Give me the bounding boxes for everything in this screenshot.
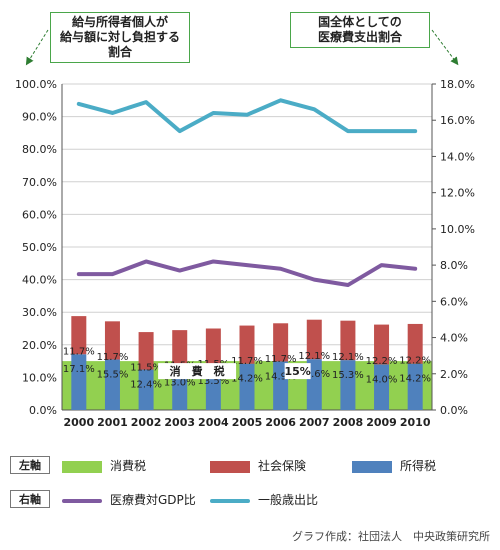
data-label-income-tax: 14.9% bbox=[265, 371, 297, 382]
consumption-tax-value-box bbox=[284, 363, 311, 380]
y-right-tick-label: 4.0% bbox=[440, 332, 468, 345]
right-axis-note: 国全体としての 医療費支出割合 bbox=[290, 12, 430, 48]
data-label-income-tax: 17.1% bbox=[63, 364, 95, 375]
chart-credit: グラフ作成：社団法人 中央政策研究所 bbox=[292, 530, 490, 543]
bar-income-tax bbox=[407, 363, 423, 410]
left-axis-note: 給与所得者個人が 給与額に対し負担する割合 bbox=[50, 12, 190, 63]
data-label-income-tax: 13.0% bbox=[164, 378, 196, 389]
data-label-income-tax: 13.5% bbox=[197, 376, 229, 387]
y-right-tick-label: 18.0% bbox=[440, 78, 475, 91]
data-label-income-tax: 14.0% bbox=[366, 374, 398, 385]
y-left-tick-label: 40.0% bbox=[22, 274, 57, 287]
y-left-tick-label: 100.0% bbox=[15, 78, 57, 91]
legend-label-social-insurance: 社会保険 bbox=[258, 459, 307, 473]
y-left-tick-label: 20.0% bbox=[22, 339, 57, 352]
x-tick-label: 2005 bbox=[232, 416, 263, 429]
bar-social-insurance bbox=[340, 320, 356, 361]
x-tick-label: 2002 bbox=[131, 416, 162, 429]
data-label-social-insurance: 11.7% bbox=[231, 356, 263, 367]
data-label-social-insurance: 11.7% bbox=[97, 352, 129, 363]
legend-swatch-income-tax bbox=[352, 461, 392, 473]
data-label-income-tax: 14.2% bbox=[399, 374, 431, 385]
data-label-social-insurance: 12.2% bbox=[399, 355, 431, 366]
data-label-income-tax: 15.3% bbox=[332, 370, 364, 381]
legend-line-general-expenditure bbox=[210, 499, 250, 503]
consumption-tax-value-label: 15% bbox=[284, 365, 310, 378]
legend-right-axis: 右軸 医療費対GDP比 一般歳出比 bbox=[0, 487, 500, 513]
y-left-tick-label: 70.0% bbox=[22, 176, 57, 189]
y-left-tick-label: 50.0% bbox=[22, 241, 57, 254]
consumption-tax-annotation: 消 費 税 bbox=[170, 364, 225, 378]
legend-line-medical-gdp bbox=[62, 499, 102, 503]
bar-income-tax bbox=[273, 361, 289, 410]
y-left-tick-label: 60.0% bbox=[22, 208, 57, 221]
y-right-tick-label: 10.0% bbox=[440, 223, 475, 236]
x-tick-label: 2001 bbox=[97, 416, 128, 429]
y-left-tick-label: 0.0% bbox=[29, 404, 57, 417]
bar-social-insurance bbox=[239, 325, 255, 364]
x-tick-label: 2004 bbox=[198, 416, 229, 429]
bar-income-tax bbox=[71, 354, 87, 410]
x-tick-label: 2009 bbox=[366, 416, 397, 429]
bar-social-insurance bbox=[374, 324, 390, 365]
data-label-social-insurance: 11.5% bbox=[130, 362, 162, 373]
data-label-social-insurance: 11.7% bbox=[63, 347, 95, 358]
data-label-income-tax: 12.4% bbox=[130, 380, 162, 391]
data-label-social-insurance: 12.1% bbox=[298, 351, 330, 362]
bar-social-insurance bbox=[71, 316, 87, 355]
consumption-tax-annotation-box bbox=[158, 363, 237, 380]
legend-label-consumption-tax: 消費税 bbox=[110, 459, 147, 473]
bar-social-insurance bbox=[273, 323, 289, 362]
x-tick-label: 2000 bbox=[64, 416, 95, 429]
left-axis-tag: 左軸 bbox=[10, 456, 50, 474]
bar-income-tax bbox=[104, 359, 120, 410]
data-label-social-insurance: 12.2% bbox=[366, 356, 398, 367]
bar-income-tax bbox=[340, 360, 356, 410]
y-left-tick-label: 10.0% bbox=[22, 371, 57, 384]
y-right-tick-label: 8.0% bbox=[440, 259, 468, 272]
y-right-tick-label: 12.0% bbox=[440, 187, 475, 200]
bar-social-insurance bbox=[172, 330, 188, 368]
bar-income-tax bbox=[239, 363, 255, 410]
y-right-tick-label: 16.0% bbox=[440, 114, 475, 127]
legend-label-medical-gdp: 医療費対GDP比 bbox=[110, 493, 196, 507]
legend-swatch-social-insurance bbox=[210, 461, 250, 473]
x-tick-label: 2008 bbox=[333, 416, 364, 429]
left-note-arrow bbox=[25, 29, 49, 66]
bar-social-insurance bbox=[306, 319, 322, 360]
y-left-tick-label: 80.0% bbox=[22, 143, 57, 156]
y-right-tick-label: 0.0% bbox=[440, 404, 468, 417]
x-tick-label: 2006 bbox=[265, 416, 296, 429]
bar-income-tax bbox=[374, 364, 390, 410]
right-axis-tag: 右軸 bbox=[10, 490, 50, 508]
x-tick-label: 2003 bbox=[164, 416, 195, 429]
data-label-income-tax: 15.5% bbox=[97, 369, 129, 380]
x-tick-label: 2010 bbox=[400, 416, 431, 429]
bar-social-insurance bbox=[138, 332, 154, 370]
right-note-arrow bbox=[431, 29, 459, 66]
y-left-tick-label: 30.0% bbox=[22, 306, 57, 319]
data-label-income-tax: 15.6% bbox=[298, 369, 330, 380]
y-right-tick-label: 2.0% bbox=[440, 368, 468, 381]
data-label-social-insurance: 12.1% bbox=[332, 352, 364, 363]
bar-social-insurance bbox=[205, 328, 221, 366]
y-right-tick-label: 6.0% bbox=[440, 295, 468, 308]
legend-label-income-tax: 所得税 bbox=[400, 459, 437, 473]
legend-swatch-consumption-tax bbox=[62, 461, 102, 473]
y-right-tick-label: 14.0% bbox=[440, 150, 475, 163]
bar-social-insurance bbox=[407, 323, 423, 364]
data-label-social-insurance: 11.7% bbox=[265, 354, 297, 365]
legend-left-axis: 左軸 消費税 社会保険 所得税 bbox=[0, 453, 500, 479]
data-label-income-tax: 14.2% bbox=[231, 374, 263, 385]
bar-income-tax bbox=[138, 369, 154, 410]
legend-label-general-expenditure: 一般歳出比 bbox=[258, 493, 319, 507]
line-series-general-expenditure bbox=[76, 98, 418, 134]
bar-social-insurance bbox=[104, 321, 120, 360]
line-series-medical-gdp bbox=[76, 259, 418, 288]
y-left-tick-label: 90.0% bbox=[22, 111, 57, 124]
x-tick-label: 2007 bbox=[299, 416, 330, 429]
